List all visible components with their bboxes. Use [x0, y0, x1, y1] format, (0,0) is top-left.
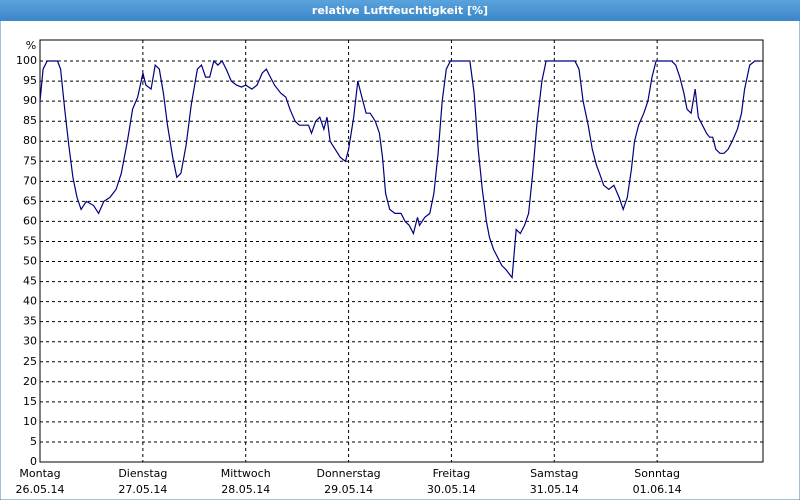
y-tick-label: 70: [23, 174, 37, 187]
x-tick-label: Freitag: [433, 467, 471, 480]
chart-title: relative Luftfeuchtigkeit [%]: [312, 4, 488, 17]
x-tick-date: 01.06.14: [633, 483, 682, 496]
y-tick-label: 40: [23, 295, 37, 308]
x-tick-date: 28.05.14: [221, 483, 270, 496]
y-tick-label: 25: [23, 355, 37, 368]
x-tick-label: Dienstag: [118, 467, 167, 480]
y-tick-label: 35: [23, 315, 37, 328]
y-tick-label: 55: [23, 234, 37, 247]
y-tick-label: 30: [23, 335, 37, 348]
y-tick-label: 85: [23, 114, 37, 127]
y-axis-label: %: [26, 39, 36, 52]
y-tick-label: 0: [30, 455, 37, 468]
plot-frame: [39, 39, 764, 463]
x-tick-date: 31.05.14: [530, 483, 579, 496]
y-tick-label: 100: [16, 54, 37, 67]
x-tick-label: Mittwoch: [221, 467, 271, 480]
y-tick-label: 50: [23, 255, 37, 268]
x-tick-date: 29.05.14: [324, 483, 373, 496]
y-tick-label: 10: [23, 415, 37, 428]
x-tick-label: Samstag: [530, 467, 578, 480]
y-tick-label: 60: [23, 214, 37, 227]
x-tick-date: 30.05.14: [427, 483, 476, 496]
y-tick-label: 95: [23, 74, 37, 87]
y-tick-label: 45: [23, 275, 37, 288]
y-tick-label: 65: [23, 194, 37, 207]
y-tick-label: 90: [23, 94, 37, 107]
y-tick-label: 5: [30, 435, 37, 448]
y-tick-label: 20: [23, 375, 37, 388]
title-bar: [0, 0, 800, 21]
x-tick-date: 27.05.14: [118, 483, 167, 496]
x-tick-label: Sonntag: [634, 467, 680, 480]
x-tick-label: Montag: [19, 467, 60, 480]
x-tick-label: Donnerstag: [316, 467, 380, 480]
y-tick-label: 80: [23, 134, 37, 147]
y-tick-label: 75: [23, 154, 37, 167]
y-tick-label: 15: [23, 395, 37, 408]
x-tick-date: 26.05.14: [16, 483, 65, 496]
data-line: [39, 59, 760, 280]
